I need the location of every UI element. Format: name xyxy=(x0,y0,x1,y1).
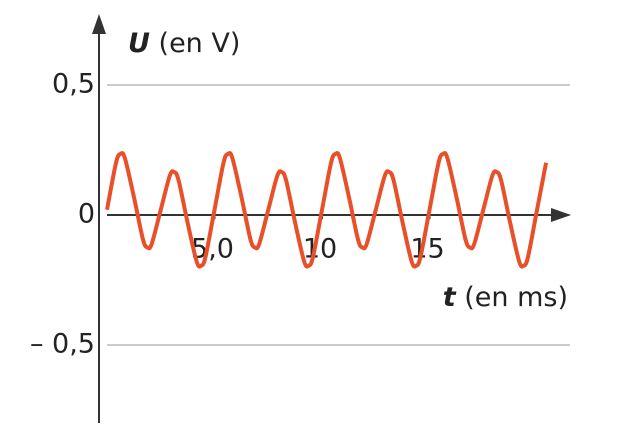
x-axis-arrow xyxy=(551,208,571,222)
y-axis-arrow xyxy=(92,14,106,34)
y-axis-symbol: U xyxy=(128,28,150,59)
x-axis-symbol: t xyxy=(443,282,457,313)
x-axis-unit: (en ms) xyxy=(464,282,568,313)
y-tick-label: 0,5 xyxy=(52,69,95,100)
signal-line xyxy=(105,150,549,269)
y-tick-label: – 0,5 xyxy=(30,329,95,360)
x-axis-label: t (en ms) xyxy=(443,282,568,313)
x-tick-label: 15 xyxy=(410,234,444,265)
x-tick-label: 10 xyxy=(303,234,337,265)
y-axis-unit: (en V) xyxy=(159,28,241,59)
y-axis-label: U (en V) xyxy=(128,28,240,59)
y-tick-label: 0 xyxy=(78,199,95,230)
x-tick-label: 5,0 xyxy=(191,234,234,265)
